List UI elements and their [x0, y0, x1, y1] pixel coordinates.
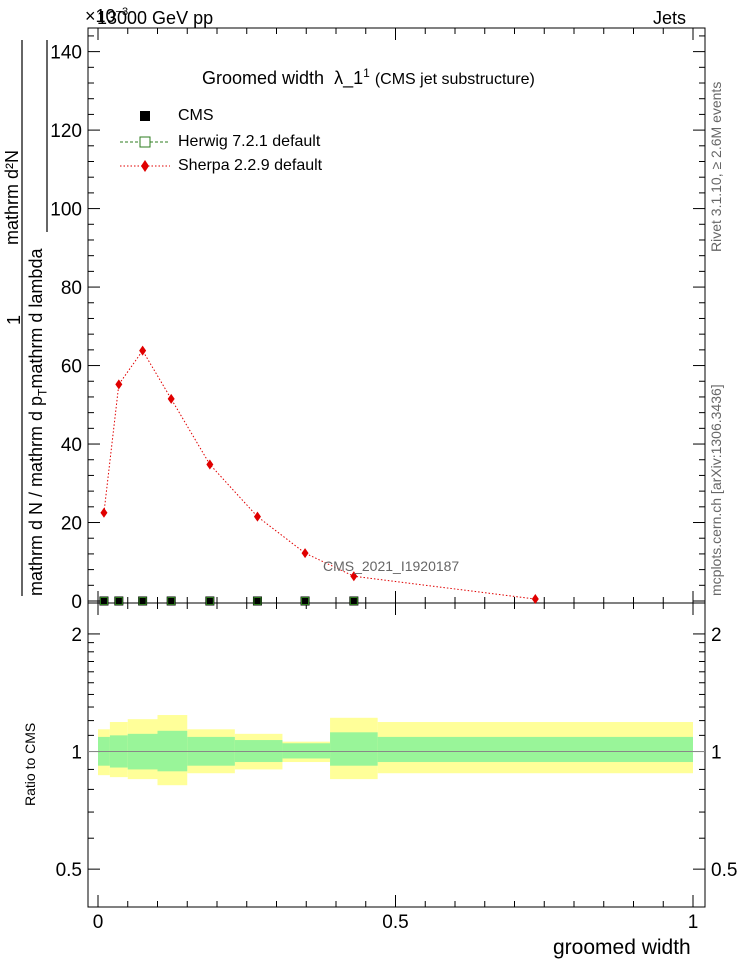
exponent-label: ×10−3 [85, 6, 129, 26]
legend-cms-label: CMS [178, 107, 214, 124]
y-tick-label: 20 [61, 514, 82, 535]
plot-title: Groomed width λ_11 (CMS jet substructure… [202, 66, 535, 88]
ratio-y-tick-label-left: 1 [71, 743, 82, 764]
ratio-y-tick-label-right: 0.5 [711, 860, 737, 881]
y-tick-label: 80 [61, 278, 82, 299]
energy-label: 13000 GeV pp [97, 8, 214, 28]
sherpa-point [139, 345, 147, 356]
herwig-point [253, 597, 262, 605]
cms-point [99, 596, 109, 606]
mcplots-label: mcplots.cern.ch [arXiv:1306.3436] [708, 384, 724, 596]
legend-herwig-label: Herwig 7.2.1 default [178, 133, 321, 150]
herwig-point [138, 597, 147, 605]
legend-cms-marker [140, 111, 150, 121]
sherpa-point [301, 548, 309, 559]
y-tick-label: 140 [50, 43, 82, 64]
ratio-frame [87, 602, 706, 908]
ratio-inner-band-8 [377, 736, 693, 763]
cms-point [300, 596, 310, 606]
herwig-point [349, 597, 358, 605]
herwig-point [114, 597, 123, 605]
x-tick-label: 1 [688, 912, 699, 933]
y-tick-label: 100 [50, 200, 82, 221]
sherpa-point [531, 594, 539, 605]
cms-point [205, 596, 215, 606]
cms-point [252, 596, 262, 606]
cms-point [166, 596, 176, 606]
sherpa-point [253, 511, 261, 522]
ratio-inner-band-7 [330, 732, 378, 766]
sherpa-point [167, 393, 175, 404]
y-tick-label: 0 [71, 592, 82, 613]
y-tick-label: 40 [61, 435, 82, 456]
cms-point [138, 596, 148, 606]
ratio-y-tick-label-right: 1 [711, 743, 722, 764]
cms-point [114, 596, 124, 606]
sherpa-point [206, 459, 214, 470]
ylabel-denominator: mathrm d N / mathrm d pTmathrm d lambda [26, 248, 50, 596]
ratio-y-tick-label-left: 0.5 [56, 860, 82, 881]
ratio-ylabel: Ratio to CMS [22, 722, 38, 806]
herwig-point [205, 597, 214, 605]
sherpa-point [350, 571, 358, 582]
category-label: Jets [653, 8, 687, 28]
herwig-point [99, 597, 108, 605]
ylabel-numerator: mathrm d²N [2, 149, 22, 245]
sherpa-line [103, 349, 536, 600]
legend-sherpa-label: Sherpa 2.2.9 default [178, 157, 323, 174]
sherpa-point [100, 507, 108, 518]
legend-herwig-marker [139, 136, 151, 148]
x-tick-label: 0 [93, 912, 104, 933]
herwig-point [167, 597, 176, 605]
herwig-point [301, 597, 310, 605]
ylabel-left: 1 [4, 315, 24, 326]
cms-point [349, 596, 359, 606]
sherpa-point [115, 379, 123, 390]
x-tick-label: 0.5 [382, 912, 408, 933]
y-tick-label: 60 [61, 357, 82, 378]
y-tick-label: 120 [50, 121, 82, 142]
ratio-inner-band-6 [282, 743, 331, 759]
legend-sherpa-marker [141, 160, 149, 172]
ratio-y-tick-label-left: 2 [71, 625, 82, 646]
ratio-y-tick-label-right: 2 [711, 625, 722, 646]
analysis-id: CMS_2021_I1920187 [323, 558, 460, 574]
rivet-label: Rivet 3.1.10, ≥ 2.6M events [708, 81, 724, 252]
x-axis-label: groomed width [553, 936, 691, 959]
